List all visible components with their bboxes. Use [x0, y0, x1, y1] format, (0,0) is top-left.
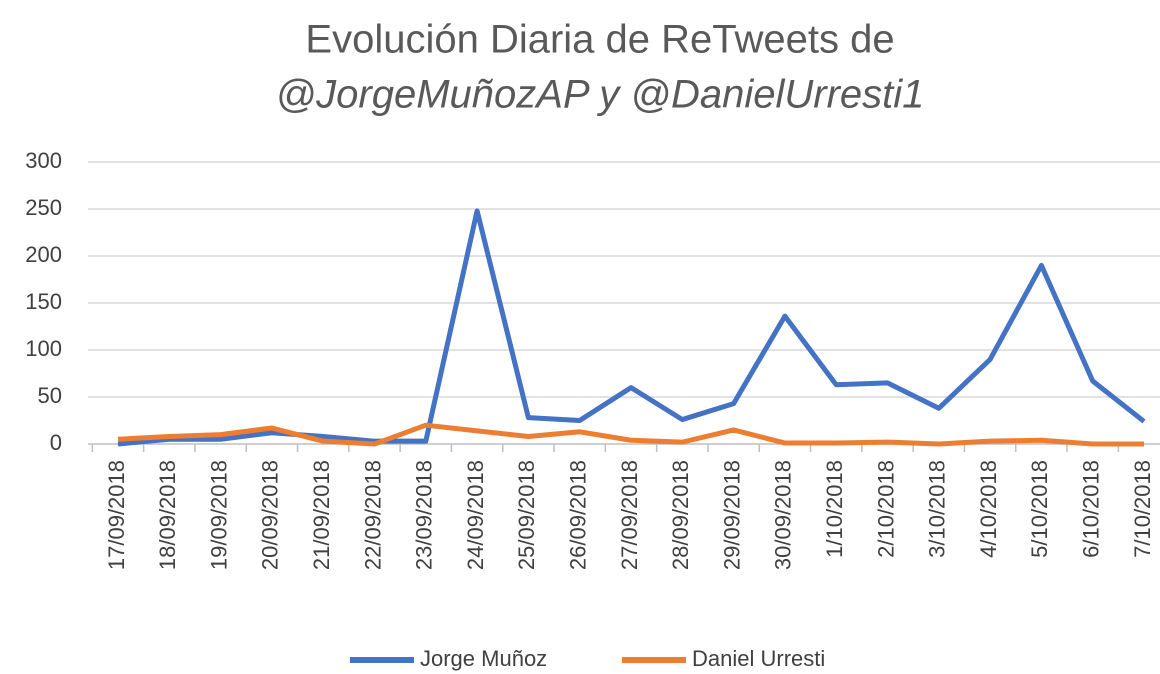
x-tick-label: 4/10/2018: [976, 460, 1001, 558]
x-tick-label: 29/09/2018: [719, 460, 744, 570]
x-tick-label: 1/10/2018: [822, 460, 847, 558]
x-tick-label: 25/09/2018: [514, 460, 539, 570]
x-tick-label: 17/09/2018: [104, 460, 129, 570]
x-tick-label: 3/10/2018: [925, 460, 950, 558]
x-tick-label: 18/09/2018: [155, 460, 180, 570]
x-tick-label: 20/09/2018: [258, 460, 283, 570]
x-tick-label: 21/09/2018: [309, 460, 334, 570]
x-tick-label: 6/10/2018: [1079, 460, 1104, 558]
x-tick-label: 26/09/2018: [566, 460, 591, 570]
x-tick-label: 19/09/2018: [206, 460, 231, 570]
series-line: [117, 208, 1146, 447]
legend-label: Jorge Muñoz: [420, 646, 547, 671]
y-tick-label: 100: [25, 336, 62, 361]
x-tick-label: 2/10/2018: [873, 460, 898, 558]
x-tick-label: 27/09/2018: [617, 460, 642, 570]
chart-title: @JorgeMuñozAP y @DanielUrresti1: [276, 73, 925, 117]
series-line: [117, 422, 1144, 447]
chart-title: Evolución Diaria de ReTweets de: [305, 18, 894, 62]
x-tick-label: 28/09/2018: [668, 460, 693, 570]
y-tick-label: 200: [25, 242, 62, 267]
x-tick-label: 23/09/2018: [412, 460, 437, 570]
y-tick-label: 150: [25, 289, 62, 314]
y-tick-label: 300: [25, 148, 62, 173]
legend-label: Daniel Urresti: [692, 646, 825, 671]
x-tick-label: 30/09/2018: [771, 460, 796, 570]
y-tick-label: 250: [25, 195, 62, 220]
x-tick-label: 7/10/2018: [1130, 460, 1155, 558]
y-tick-label: 0: [50, 430, 62, 455]
x-tick-label: 5/10/2018: [1027, 460, 1052, 558]
y-tick-label: 50: [38, 383, 62, 408]
x-tick-label: 24/09/2018: [463, 460, 488, 570]
x-tick-label: 22/09/2018: [360, 460, 385, 570]
